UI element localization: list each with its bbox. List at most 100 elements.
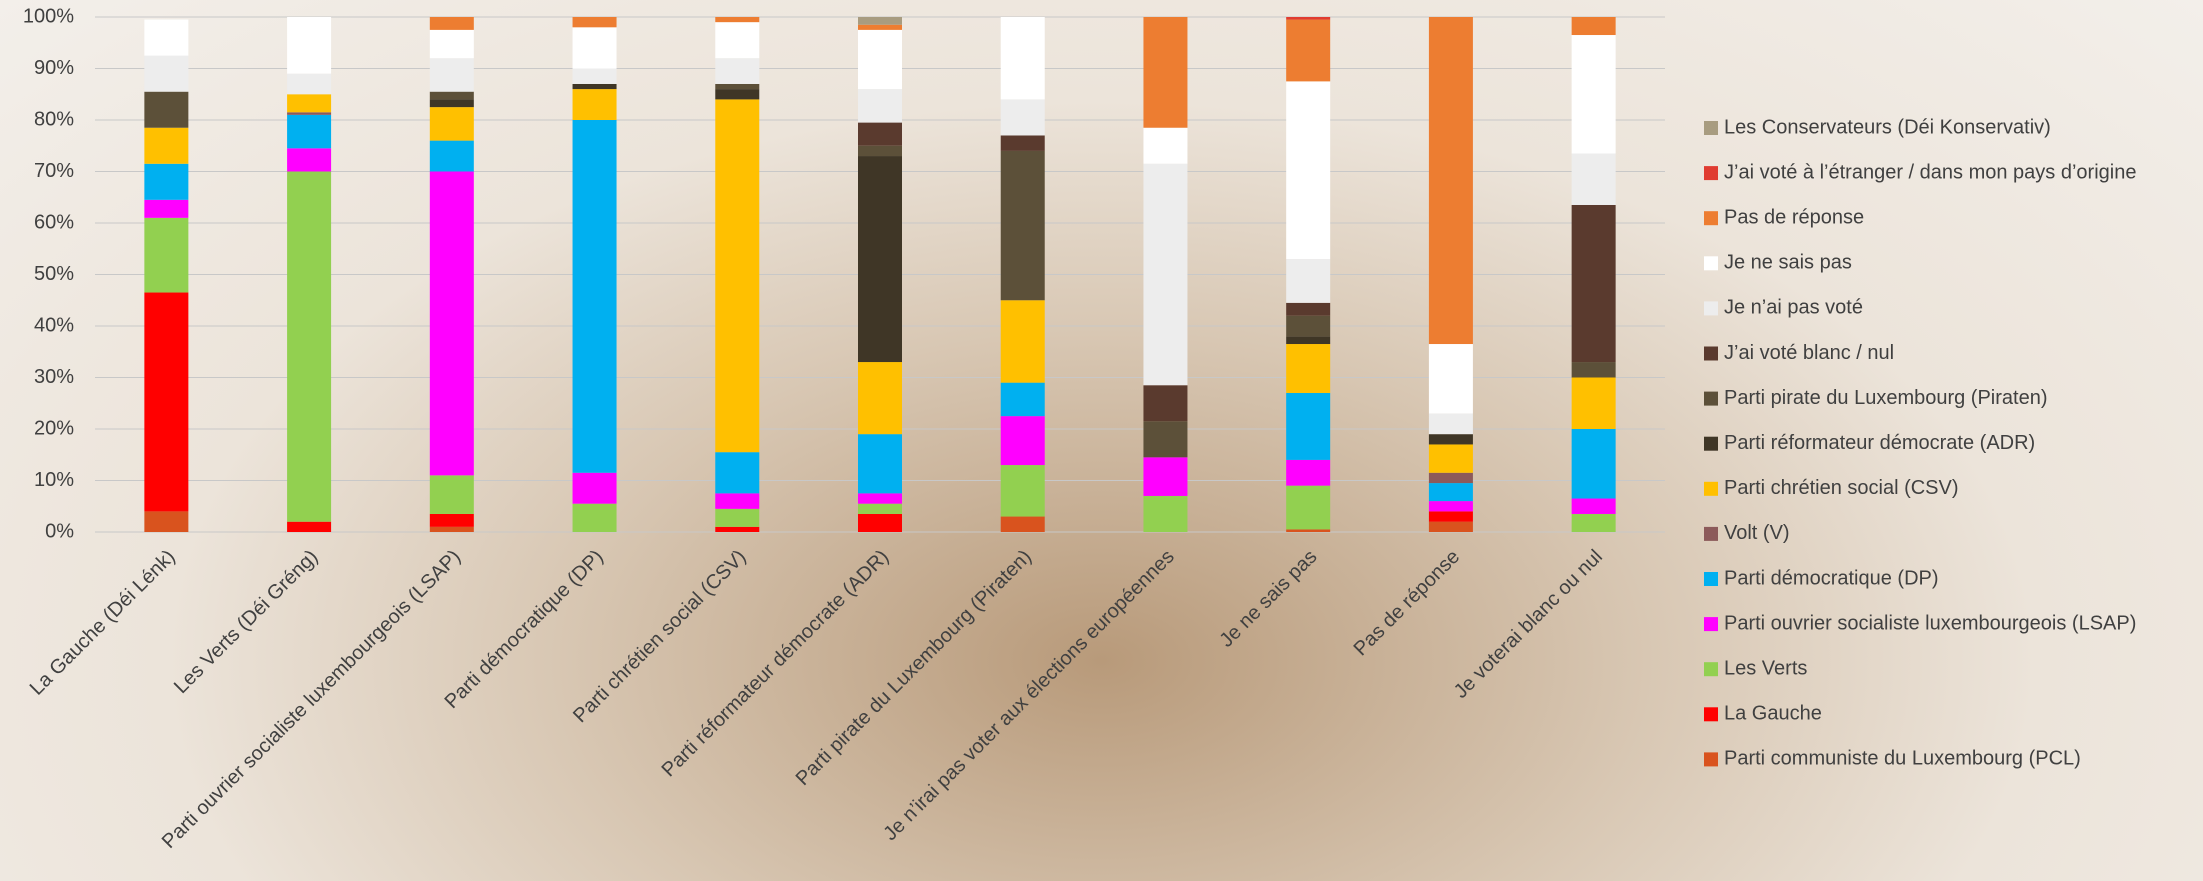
bar-segment (1000, 99, 1045, 136)
bar-segment (715, 493, 760, 509)
bar-segment (1000, 416, 1045, 466)
bar-segment (1286, 259, 1331, 303)
bar-segment (858, 503, 902, 514)
bar-segment (1571, 498, 1616, 514)
bar-segment (572, 89, 617, 120)
x-tick-label: Parti réformateur démocrate (ADR) (658, 546, 894, 782)
bar-segment (1428, 521, 1473, 532)
bar-segment (715, 22, 760, 59)
bar-segment (1428, 501, 1473, 512)
bar-segment (144, 217, 189, 293)
x-tick-label: Les Verts (Déi Gréng) (170, 546, 322, 698)
bar-segment (1286, 392, 1331, 460)
bar-segment (1428, 344, 1473, 414)
y-tick-label: 10% (34, 469, 74, 491)
bar-segment (572, 27, 617, 69)
bar-segment (858, 513, 902, 532)
y-tick-label: 70% (34, 160, 74, 182)
bar-segment (858, 89, 902, 123)
bar-segment (1143, 385, 1188, 422)
y-tick-label: 80% (34, 108, 74, 130)
bar-segment (572, 503, 617, 532)
bar-segment (715, 58, 760, 84)
bar-segment (1571, 362, 1616, 378)
bar-segment (144, 19, 189, 56)
bar-segment (1143, 17, 1188, 128)
legend-label: La Gauche (1724, 703, 1822, 725)
x-tick-label: Pas de réponse (1350, 546, 1465, 661)
bar-segment (1143, 163, 1188, 386)
bar-segment (1428, 17, 1473, 345)
bar-segment (287, 114, 332, 149)
legend-swatch (1704, 256, 1718, 271)
bar-segment (1286, 315, 1331, 337)
bar-segment (1143, 421, 1188, 458)
legend-swatch (1704, 526, 1718, 541)
bar-segment (715, 99, 760, 453)
legend-label: Pas de réponse (1724, 206, 1864, 228)
legend-label: Parti chrétien social (CSV) (1724, 477, 1959, 499)
legend-label: Volt (V) (1724, 522, 1790, 544)
bar-segment (858, 145, 902, 157)
bar-segment (429, 17, 474, 30)
bar-segment (1000, 17, 1045, 100)
bar-segment (715, 83, 760, 90)
legend-swatch (1704, 752, 1718, 767)
x-tick-label: Parti pirate du Luxembourg (Piraten) (792, 546, 1036, 790)
bar-segment (429, 526, 474, 532)
y-tick-label: 90% (34, 57, 74, 79)
bar-segment (715, 89, 760, 100)
bar-segment (429, 171, 474, 476)
bar-segment (1000, 465, 1045, 517)
legend-label: Parti démocratique (DP) (1724, 567, 1939, 589)
y-tick-label: 30% (34, 366, 74, 388)
x-tick-label: La Gauche (Déi Lénk) (26, 546, 180, 700)
bar-segment (1286, 302, 1331, 316)
bar-segment (715, 17, 760, 23)
bar-segment (1000, 135, 1045, 151)
x-tick-label: Parti ouvrier socialiste luxembourgeois … (158, 546, 465, 853)
bar-segment (144, 199, 189, 218)
bar-segment (572, 120, 617, 473)
bar-segment (572, 68, 617, 84)
legend-label: J’ai voté à l’étranger / dans mon pays d… (1724, 161, 2136, 183)
y-tick-label: 100% (23, 5, 74, 27)
bar-segment (1286, 17, 1331, 20)
bar-segment (1286, 485, 1331, 530)
bar-segment (1571, 513, 1616, 532)
bar-segment (1286, 529, 1331, 532)
x-tick-label: Je voterai blanc ou nul (1450, 546, 1607, 703)
bar-segment (144, 55, 189, 92)
legend-swatch (1704, 391, 1718, 406)
bar-segment (287, 112, 332, 115)
legend-swatch (1704, 211, 1718, 226)
bar-segment (1571, 204, 1616, 363)
bar-segment (429, 58, 474, 92)
bar-segment (1571, 377, 1616, 429)
bar-segment (572, 472, 617, 504)
bar-segment (1428, 511, 1473, 522)
bar-segment (1428, 472, 1473, 484)
bar-segment (287, 171, 332, 522)
bar-segment (287, 94, 332, 113)
bar-segment (715, 526, 760, 532)
bar-segment (287, 73, 332, 95)
bar-segment (715, 508, 760, 527)
legend-label: Les Conservateurs (Déi Konservativ) (1724, 116, 2051, 138)
legend-swatch (1704, 121, 1718, 135)
bar-segment (572, 83, 617, 90)
legend-swatch (1704, 617, 1718, 632)
y-tick-label: 20% (34, 417, 74, 439)
legend-label: Je ne sais pas (1724, 252, 1852, 274)
bar-segment (287, 521, 332, 532)
bar-segment (144, 292, 189, 512)
legend-label: Parti réformateur démocrate (ADR) (1724, 432, 2035, 454)
bar-segment (1000, 382, 1045, 417)
legend-swatch (1704, 662, 1718, 677)
bar-segment (1000, 150, 1045, 301)
bar-segment (858, 493, 902, 504)
bar-segment (429, 475, 474, 514)
x-tick-label: Parti démocratique (DP) (441, 546, 608, 713)
bar-segment (572, 17, 617, 28)
